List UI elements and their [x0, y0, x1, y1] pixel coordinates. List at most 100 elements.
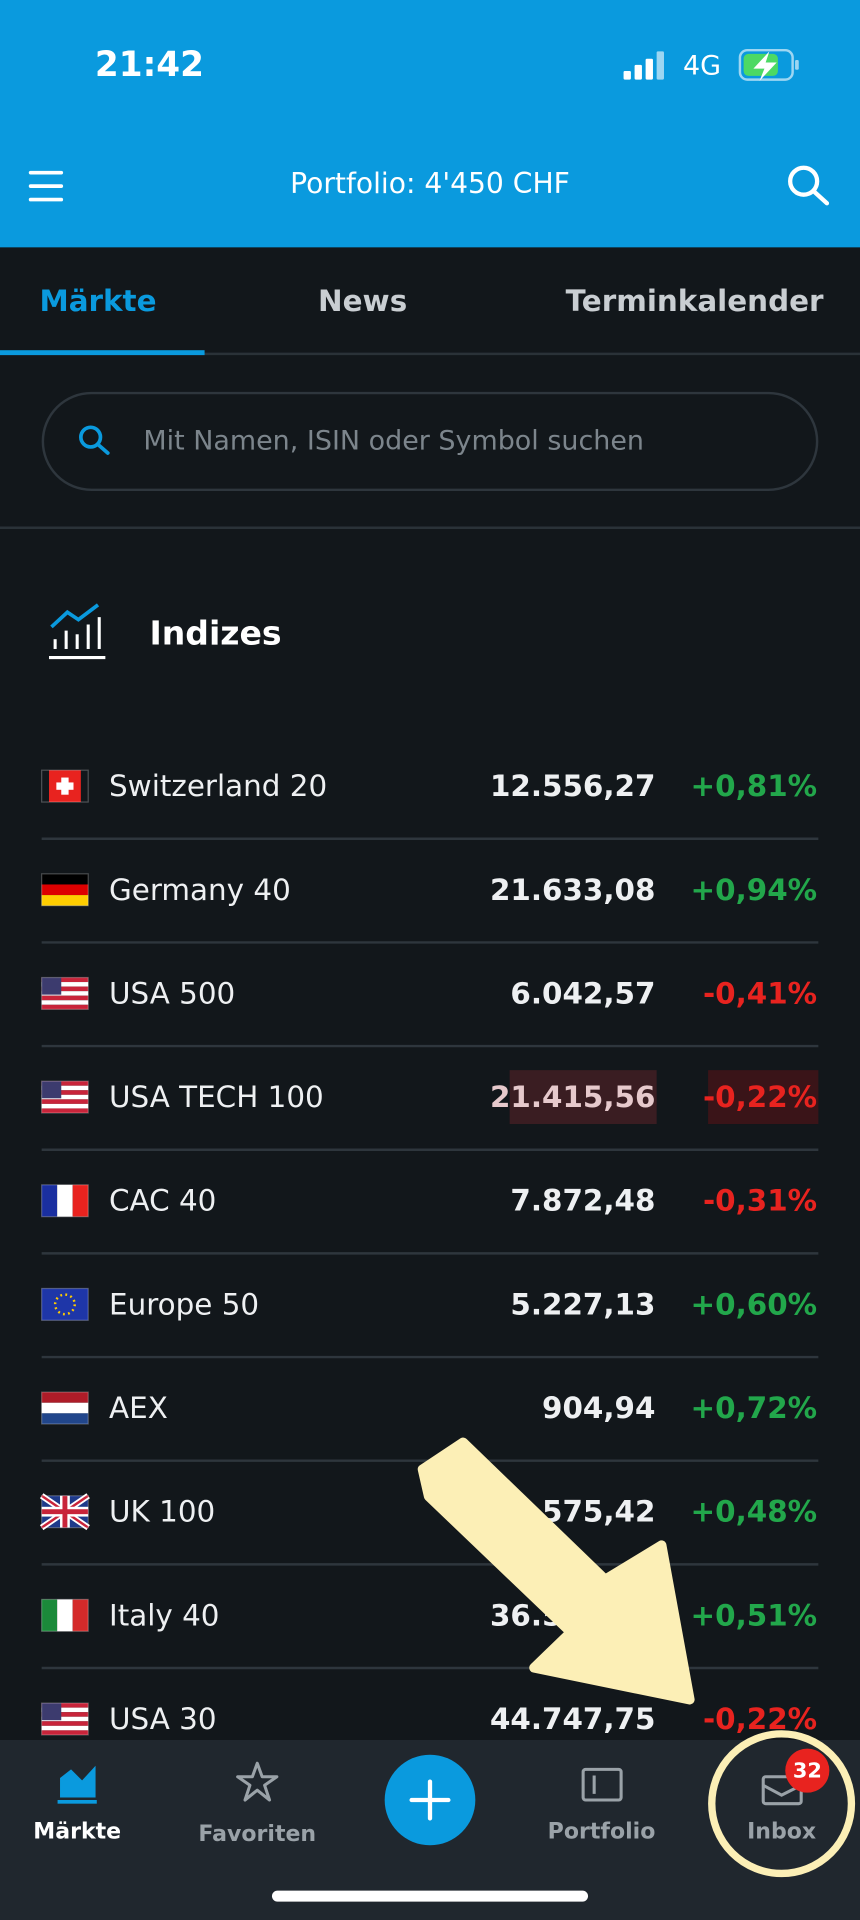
index-change: -0,41% [703, 976, 817, 1010]
value-highlight [509, 1070, 657, 1125]
battery-icon [738, 48, 799, 81]
tab-underline [0, 350, 205, 356]
index-name: USA 30 [109, 1702, 217, 1736]
flag-part [41, 1099, 89, 1104]
status-time: 21:42 [95, 45, 204, 85]
flag-part [41, 873, 89, 885]
flag-part [41, 1712, 89, 1717]
index-name: CAC 40 [109, 1184, 216, 1218]
flag-part [41, 1730, 89, 1735]
index-value: 21.415,56 [490, 1080, 655, 1114]
flag-part [41, 995, 89, 1001]
flag-border [41, 769, 89, 803]
flag-part [41, 1004, 89, 1010]
search-field[interactable] [41, 391, 819, 492]
flag-part [41, 1000, 89, 1005]
index-name: USA 500 [109, 976, 235, 1010]
nav-markets-icon-base [57, 1800, 97, 1804]
search-icon [79, 425, 110, 455]
header-bar [0, 0, 860, 248]
index-change: -0,22% [703, 1080, 817, 1114]
tab[interactable]: Terminkalender [566, 284, 824, 318]
flag-border [41, 1598, 89, 1632]
flag-border [41, 1080, 89, 1114]
index-row[interactable]: USA TECH 100 21.415,56 -0,22% [41, 1070, 819, 1151]
flag-part [41, 977, 89, 983]
tab[interactable]: Märkte [39, 284, 156, 318]
index-value: 7.872,48 [510, 1184, 655, 1218]
flag-part [41, 1721, 89, 1726]
index-row[interactable]: UK 100 8.575,42 +0,48% [39, 1493, 819, 1566]
flag-part [41, 1085, 89, 1091]
index-name: Italy 40 [109, 1598, 219, 1632]
inbox-badge-count: 32 [793, 1759, 822, 1783]
flag-part [41, 982, 89, 987]
change-highlight [708, 1070, 819, 1125]
flag-part [41, 1703, 89, 1708]
flag-part [57, 1599, 73, 1632]
flag-part [41, 1184, 58, 1217]
nav-markets-icon [60, 1765, 96, 1798]
index-row[interactable]: CAC 40 7.872,48 -0,31% [41, 1184, 819, 1255]
index-value: 21.633,08 [490, 873, 655, 907]
section-title: Indizes [149, 614, 281, 653]
flag-part [41, 1413, 89, 1424]
index-value: 5.227,13 [510, 1287, 655, 1321]
flag-part [41, 1103, 89, 1109]
flag-border [41, 1287, 89, 1321]
flag-part [41, 1090, 89, 1095]
flag-part [56, 782, 74, 790]
tab[interactable]: News [318, 284, 407, 318]
flag-part [41, 1402, 89, 1414]
annotation-arrow [417, 1437, 695, 1705]
nav-label[interactable]: Favoriten [198, 1822, 316, 1847]
index-change: -0,22% [703, 1702, 817, 1736]
index-change: +0,51% [691, 1598, 818, 1632]
index-row[interactable]: USA 30 44.747,75 -0,22% [41, 1702, 817, 1736]
index-change: +0,81% [691, 769, 818, 803]
flag-part [41, 1288, 89, 1321]
flag-part [41, 986, 89, 992]
nav-label[interactable]: Inbox [747, 1819, 816, 1844]
header-title: Portfolio: 4'450 CHF [290, 167, 570, 200]
menu-button[interactable] [28, 170, 64, 202]
flag-part [72, 1184, 89, 1217]
index-change: +0,94% [691, 873, 818, 907]
index-name: UK 100 [109, 1495, 215, 1529]
flag-border [41, 873, 89, 907]
flag-part [41, 1108, 89, 1113]
flag-part [41, 977, 62, 995]
flag-part [41, 1707, 89, 1713]
index-name: USA TECH 100 [109, 1080, 324, 1114]
index-change: +0,60% [691, 1287, 818, 1321]
search-placeholder: Mit Namen, ISIN oder Symbol suchen [143, 425, 644, 456]
index-change: -0,31% [703, 1184, 817, 1218]
index-value: 904,94 [542, 1391, 655, 1425]
flag-border [41, 1391, 89, 1425]
flag-part [41, 1725, 89, 1731]
search-button[interactable] [788, 165, 830, 206]
index-row[interactable]: Germany 40 21.633,08 +0,94% [41, 873, 819, 944]
flag-part [41, 1094, 89, 1100]
nav-label[interactable]: Märkte [33, 1819, 121, 1844]
flag-part [72, 1599, 89, 1632]
flag-border [41, 1495, 89, 1529]
annotation-circle [708, 1730, 856, 1878]
home-indicator [271, 1890, 589, 1902]
index-row[interactable]: Switzerland 20 12.556,27 +0,81% [41, 769, 819, 840]
index-row[interactable]: USA 500 6.042,57 -0,41% [41, 976, 819, 1048]
nav-label[interactable]: Portfolio [548, 1819, 656, 1844]
index-name: Switzerland 20 [109, 769, 327, 803]
add-icon [409, 1779, 451, 1821]
flag-part [41, 1716, 89, 1722]
index-change: +0,48% [691, 1495, 818, 1529]
index-name: Europe 50 [109, 1287, 259, 1321]
flag-part [41, 991, 89, 996]
index-row[interactable]: Europe 50 5.227,13 +0,60% [41, 1287, 819, 1359]
bottom-nav: Märkte Favoriten Portfolio Inbox 32 [0, 1740, 860, 1920]
nav-favorites-icon [236, 1761, 279, 1802]
signal-icon [623, 51, 664, 80]
